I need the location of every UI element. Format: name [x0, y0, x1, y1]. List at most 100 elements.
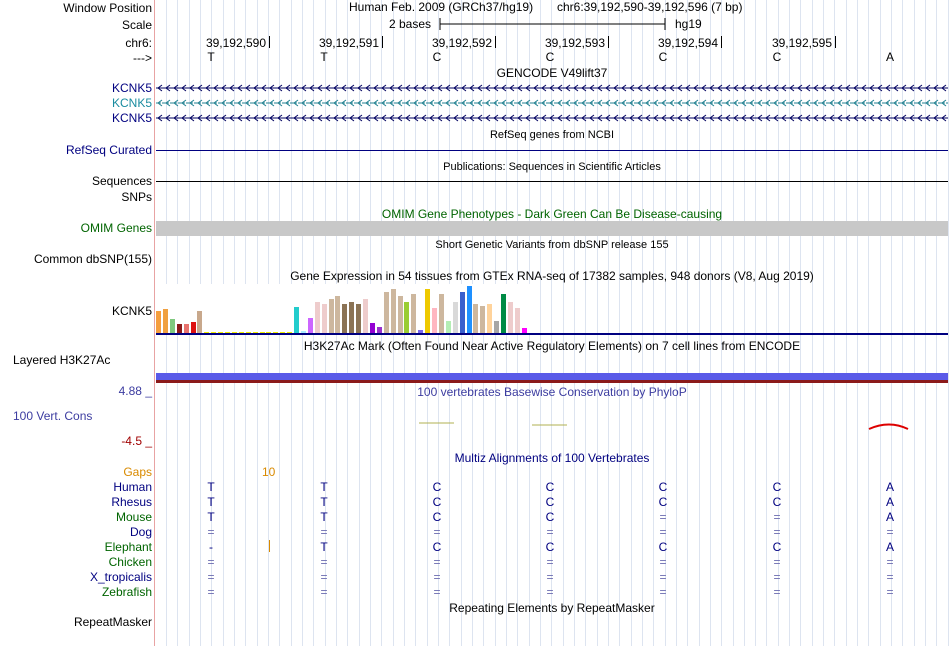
gtex-tissue-bar[interactable] — [335, 296, 340, 333]
gtex-tissue-bar[interactable] — [197, 311, 202, 333]
gencode-transcript-2[interactable] — [156, 99, 948, 107]
gtex-tissue-bar[interactable] — [342, 304, 347, 333]
scale-database: hg19 — [675, 17, 702, 31]
dbsnp-track-label[interactable]: Common dbSNP(155) — [33, 252, 152, 266]
ruler-coordinate: 39,192,595 — [771, 36, 832, 50]
snps-track-label[interactable]: SNPs — [121, 190, 152, 204]
gtex-tissue-bar[interactable] — [218, 332, 223, 333]
gtex-gene-label[interactable]: KCNK5 — [111, 304, 152, 318]
species-label[interactable]: Zebrafish — [101, 585, 152, 599]
gtex-tissue-bar[interactable] — [467, 286, 472, 333]
gtex-tissue-bar[interactable] — [156, 311, 161, 333]
gtex-tissue-bar[interactable] — [322, 304, 327, 333]
gtex-tissue-bar[interactable] — [266, 332, 271, 333]
gtex-tissue-bar[interactable] — [487, 304, 492, 333]
gtex-tissue-bar[interactable] — [253, 332, 258, 333]
gtex-tissue-bar[interactable] — [287, 332, 292, 333]
gtex-tissue-bar[interactable] — [260, 332, 265, 333]
gtex-tissue-bar[interactable] — [184, 324, 189, 333]
species-label[interactable]: Rhesus — [111, 495, 152, 509]
gtex-tissue-bar[interactable] — [315, 302, 320, 333]
publications-line[interactable] — [156, 181, 948, 182]
gtex-tissue-bar[interactable] — [308, 318, 313, 333]
gtex-tissue-bar[interactable] — [370, 323, 375, 333]
gtex-tissue-bar[interactable] — [384, 292, 389, 333]
h3k27ac-signal[interactable] — [156, 373, 948, 380]
gtex-tissue-bar[interactable] — [301, 331, 306, 333]
gaps-label: Gaps — [123, 465, 152, 479]
gencode-gene-label-2[interactable]: KCNK5 — [111, 96, 152, 110]
species-label[interactable]: Human — [113, 480, 152, 494]
alignment-base: = — [773, 510, 781, 524]
gtex-tissue-bar[interactable] — [280, 332, 285, 333]
gencode-transcript-1[interactable] — [156, 84, 948, 92]
gtex-tissue-bar[interactable] — [418, 330, 423, 333]
publications-track-label[interactable]: Sequences — [91, 174, 152, 188]
refseq-gene-line[interactable] — [156, 150, 948, 151]
gencode-gene-label-1[interactable]: KCNK5 — [111, 81, 152, 95]
gtex-tissue-bar[interactable] — [446, 321, 451, 333]
alignment-base: = — [207, 555, 215, 569]
repeatmasker-track-label[interactable]: RepeatMasker — [73, 615, 152, 629]
phylop-signal[interactable] — [156, 398, 948, 438]
gtex-tissue-bar[interactable] — [494, 321, 499, 333]
dbsnp-track-title: Short Genetic Variants from dbSNP releas… — [435, 239, 669, 251]
gencode-gene-label-3[interactable]: KCNK5 — [111, 111, 152, 125]
gtex-tissue-bar[interactable] — [294, 307, 299, 333]
alignment-base: A — [885, 480, 894, 494]
species-label[interactable]: X_tropicalis — [89, 570, 152, 584]
gtex-tissue-bar[interactable] — [508, 302, 513, 333]
gtex-tissue-bar[interactable] — [211, 332, 216, 333]
gtex-tissue-bar[interactable] — [398, 296, 403, 333]
gtex-tissue-bar[interactable] — [522, 328, 527, 333]
gtex-tissue-bar[interactable] — [356, 304, 361, 333]
gtex-tissue-bar[interactable] — [432, 308, 437, 333]
gtex-tissue-bar[interactable] — [204, 332, 209, 333]
ruler-coordinate: 39,192,591 — [318, 36, 379, 50]
species-label[interactable]: Mouse — [115, 510, 152, 524]
gtex-tissue-bar[interactable] — [177, 324, 182, 333]
ruler-tick — [269, 36, 270, 48]
gtex-tissue-bar[interactable] — [501, 294, 506, 333]
gtex-tissue-bar[interactable] — [391, 289, 396, 333]
omim-track-label[interactable]: OMIM Genes — [80, 221, 152, 235]
h3k27ac-track-label[interactable]: Layered H3K27Ac — [13, 353, 111, 367]
gtex-tissue-bar[interactable] — [453, 302, 458, 333]
alignment-base: = — [773, 570, 781, 584]
species-label[interactable]: Chicken — [108, 555, 152, 569]
gtex-tissue-bar[interactable] — [163, 309, 168, 333]
gtex-tissue-bar[interactable] — [439, 294, 444, 333]
refseq-track-label[interactable]: RefSeq Curated — [65, 143, 152, 157]
gtex-tissue-bar[interactable] — [411, 294, 416, 333]
gtex-tissue-bar[interactable] — [425, 289, 430, 333]
gtex-tissue-bar[interactable] — [460, 292, 465, 333]
species-label[interactable]: Elephant — [104, 540, 152, 554]
gtex-tissue-bar[interactable] — [191, 322, 196, 333]
gtex-tissue-bar[interactable] — [480, 306, 485, 333]
gtex-tissue-bar[interactable] — [377, 327, 382, 333]
gtex-tissue-bar[interactable] — [246, 332, 251, 333]
species-label[interactable]: Dog — [129, 525, 152, 539]
gtex-tissue-bar[interactable] — [404, 302, 409, 333]
gtex-tissue-bar[interactable] — [349, 302, 354, 333]
gtex-tissue-bar[interactable] — [225, 332, 230, 333]
phylop-track-label[interactable]: 100 Vert. Cons — [13, 409, 93, 423]
gtex-tissue-bar[interactable] — [273, 332, 278, 333]
gtex-tissue-bar[interactable] — [473, 304, 478, 333]
gtex-expression-chart[interactable] — [156, 284, 536, 333]
gtex-tissue-bar[interactable] — [232, 332, 237, 333]
gtex-tissue-bar[interactable] — [329, 299, 334, 333]
gtex-tissue-bar[interactable] — [170, 319, 175, 333]
gtex-tissue-bar[interactable] — [515, 308, 520, 333]
alignment-base: = — [433, 585, 441, 599]
gtex-tissue-bar[interactable] — [363, 299, 368, 333]
window-position-label: Window Position — [63, 1, 152, 15]
ruler-tick — [382, 36, 383, 48]
alignment-base: C — [772, 495, 782, 509]
alignment-base: = — [320, 585, 328, 599]
omim-phenotype-bar[interactable] — [156, 221, 948, 236]
gtex-tissue-bar[interactable] — [239, 332, 244, 333]
alignment-base: C — [432, 480, 442, 494]
gencode-transcript-3[interactable] — [156, 114, 948, 122]
alignment-base: = — [433, 570, 441, 584]
